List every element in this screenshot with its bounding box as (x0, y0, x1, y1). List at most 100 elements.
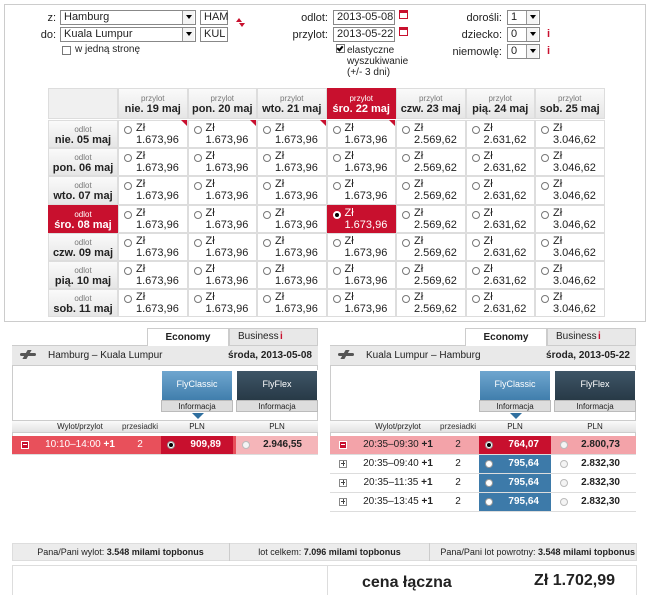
price-cell[interactable]: Zł 1.673,96 (326, 261, 396, 290)
checkbox[interactable] (62, 46, 71, 55)
price-cell[interactable]: Zł 1.673,96 (257, 176, 327, 205)
column-header[interactable]: przylot śro. 22 maj (326, 88, 396, 119)
classic-fare[interactable]: 795,64 (479, 474, 551, 492)
price-cell[interactable]: Zł 2.631,62 (465, 261, 535, 290)
expand-icon[interactable] (339, 460, 347, 468)
flex-fare[interactable]: 2.832,30 (554, 474, 636, 492)
from-select[interactable]: Hamburg (60, 10, 196, 25)
calendar-icon[interactable] (399, 27, 408, 36)
price-cell[interactable]: Zł 2.631,62 (465, 204, 535, 233)
price-cell[interactable]: Zł 2.631,62 (465, 176, 535, 205)
expand-icon[interactable] (21, 441, 29, 449)
code-input[interactable]: HAM (200, 10, 228, 25)
tab[interactable]: Economy (465, 328, 547, 346)
column-header[interactable]: przylot sob. 25 maj (535, 88, 605, 119)
flight-row[interactable]: 10:10–14:00 +1 2 909,89 2.946,55 (12, 436, 318, 455)
price-cell[interactable]: Zł 1.673,96 (187, 120, 257, 149)
tab[interactable]: Economy (147, 328, 229, 346)
price-cell[interactable]: Zł 1.673,96 (257, 204, 327, 233)
price-cell[interactable]: Zł 1.673,96 (118, 148, 188, 177)
calendar-icon[interactable] (399, 10, 408, 19)
price-cell[interactable]: Zł 2.631,62 (465, 120, 535, 149)
flight-row[interactable]: 20:35–09:30 +1 2 764,07 2.800,73 (330, 436, 636, 455)
flex-fare[interactable]: 2.832,30 (554, 493, 636, 511)
swap-button[interactable] (236, 18, 245, 28)
price-cell[interactable]: Zł 1.673,96 (187, 148, 257, 177)
flight-row[interactable]: 20:35–13:45 +1 2 795,64 2.832,30 (330, 493, 636, 512)
price-cell[interactable]: Zł 1.673,96 (326, 232, 396, 261)
column-heading[interactable]: PLN (587, 422, 603, 431)
column-heading[interactable]: przesiadki (439, 422, 476, 431)
date-input[interactable]: 2013-05-22 (333, 27, 395, 42)
column-header[interactable]: przylot wto. 21 maj (257, 88, 327, 119)
flex-fare[interactable]: 2.946,55 (236, 436, 318, 454)
column-heading[interactable]: przesiadki (121, 422, 158, 431)
price-cell[interactable]: Zł 3.046,62 (535, 120, 605, 149)
price-cell[interactable]: Zł 3.046,62 (535, 204, 605, 233)
row-header[interactable]: odlot śro. 08 maj (48, 204, 118, 233)
flex-fare[interactable]: 2.832,30 (554, 455, 636, 473)
flight-row[interactable]: 20:35–09:40 +1 2 795,64 2.832,30 (330, 455, 636, 474)
select[interactable]: 0 (507, 44, 540, 59)
column-heading[interactable]: PLN (189, 422, 205, 431)
row-header[interactable]: odlot wto. 07 maj (48, 176, 118, 205)
classic-fare[interactable]: 795,64 (479, 455, 551, 473)
price-cell[interactable]: Zł 1.673,96 (187, 232, 257, 261)
price-cell[interactable]: Zł 2.569,62 (396, 176, 466, 205)
price-cell[interactable]: Zł 1.673,96 (257, 120, 327, 149)
fare-header[interactable]: FlyClassic Informacja (479, 370, 551, 412)
price-cell[interactable]: Zł 2.631,62 (465, 232, 535, 261)
price-cell[interactable]: Zł 2.569,62 (396, 261, 466, 290)
row-header[interactable]: odlot czw. 09 maj (48, 232, 118, 261)
price-cell[interactable]: Zł 1.673,96 (257, 289, 327, 318)
price-cell[interactable]: Zł 1.673,96 (257, 232, 327, 261)
price-cell[interactable]: Zł 2.569,62 (396, 204, 466, 233)
price-cell[interactable]: Zł 3.046,62 (535, 148, 605, 177)
row-header[interactable]: odlot nie. 05 maj (48, 120, 118, 149)
classic-fare[interactable]: 795,64 (479, 493, 551, 511)
price-cell[interactable]: Zł 1.673,96 (187, 261, 257, 290)
column-header[interactable]: przylot czw. 23 maj (396, 88, 466, 119)
row-header[interactable]: odlot pon. 06 maj (48, 148, 118, 177)
price-cell[interactable]: Zł 2.569,62 (396, 232, 466, 261)
price-cell[interactable]: Zł 1.673,96 (118, 232, 188, 261)
price-cell[interactable]: Zł 1.673,96 (326, 176, 396, 205)
price-cell[interactable]: Zł 1.673,96 (118, 204, 188, 233)
classic-fare[interactable]: 909,89 (161, 436, 233, 454)
price-cell[interactable]: Zł 1.673,96 (257, 261, 327, 290)
tab[interactable]: Business i (547, 328, 636, 346)
checkbox[interactable] (336, 44, 345, 53)
column-heading[interactable]: Wylot/przylot (57, 422, 103, 431)
column-header[interactable]: przylot nie. 19 maj (118, 88, 188, 119)
price-cell[interactable]: Zł 2.569,62 (396, 148, 466, 177)
fare-header[interactable]: FlyFlex Informacja (236, 370, 318, 412)
expand-icon[interactable] (339, 441, 347, 449)
row-header[interactable]: odlot pią. 10 maj (48, 261, 118, 290)
price-cell[interactable]: Zł 1.673,96 (257, 148, 327, 177)
to-select[interactable]: Kuala Lumpur (60, 27, 196, 42)
select[interactable]: 0 (507, 27, 540, 42)
column-heading[interactable]: Wylot/przylot (375, 422, 421, 431)
flight-row[interactable]: 20:35–11:35 +1 2 795,64 2.832,30 (330, 474, 636, 493)
expand-icon[interactable] (339, 479, 347, 487)
column-header[interactable]: przylot pią. 24 maj (465, 88, 535, 119)
expand-icon[interactable] (339, 498, 347, 506)
fare-header[interactable]: FlyClassic Informacja (161, 370, 233, 412)
code-input[interactable]: KUL (200, 27, 228, 42)
price-cell[interactable]: Zł 2.631,62 (465, 289, 535, 318)
price-cell[interactable]: Zł 1.673,96 (326, 120, 396, 149)
column-heading[interactable]: PLN (269, 422, 285, 431)
tab[interactable]: Business i (229, 328, 318, 346)
price-cell[interactable]: Zł 1.673,96 (187, 204, 257, 233)
column-heading[interactable]: PLN (507, 422, 523, 431)
flex-fare[interactable]: 2.800,73 (554, 436, 636, 454)
price-cell[interactable]: Zł 1.673,96 (326, 289, 396, 318)
price-cell[interactable]: Zł 1.673,96 (326, 148, 396, 177)
fare-header[interactable]: FlyFlex Informacja (554, 370, 636, 412)
price-cell[interactable]: Zł 1.673,96 (118, 261, 188, 290)
classic-fare[interactable]: 764,07 (479, 436, 551, 454)
column-header[interactable]: przylot pon. 20 maj (187, 88, 257, 119)
price-cell[interactable]: Zł 2.569,62 (396, 120, 466, 149)
price-cell[interactable]: Zł 1.673,96 (187, 289, 257, 318)
price-cell[interactable]: Zł 1.673,96 (326, 204, 396, 233)
